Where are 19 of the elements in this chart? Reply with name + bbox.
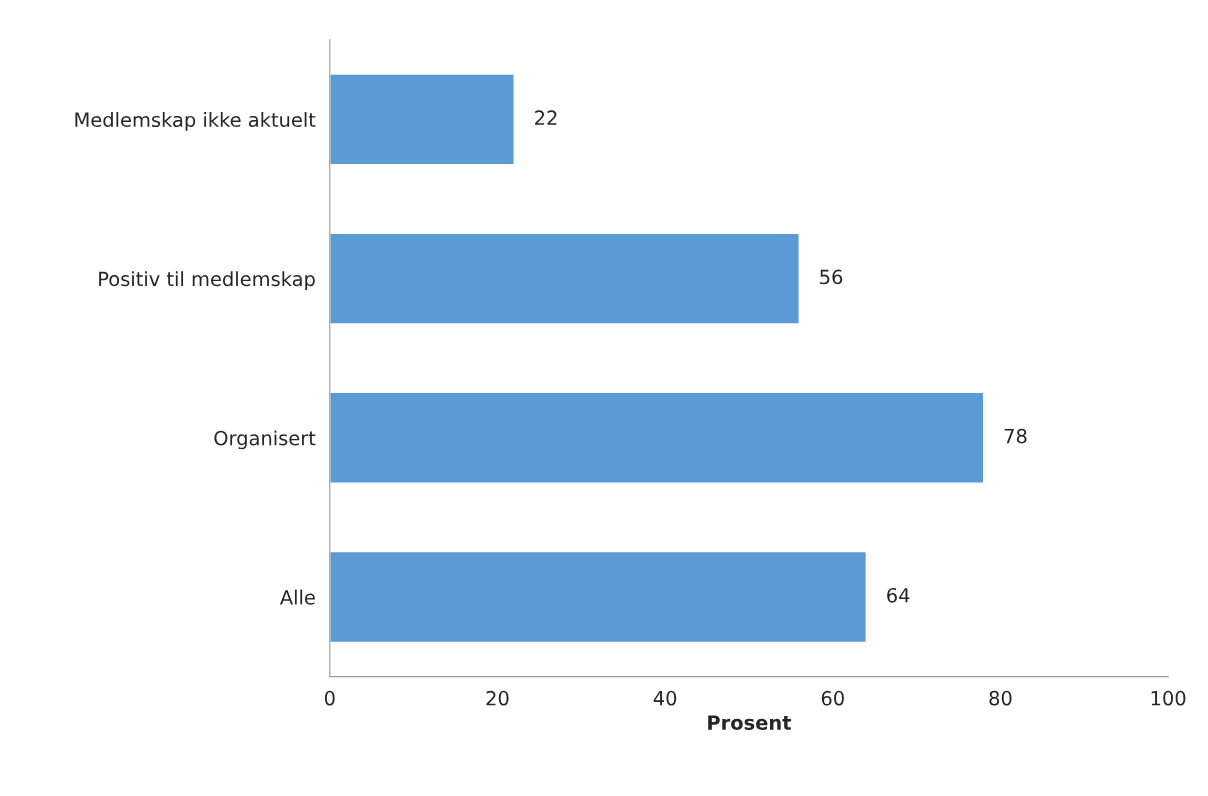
x-tick-label: 40	[653, 690, 677, 706]
x-tick-label: 60	[821, 690, 844, 706]
x-tick-label: 100	[1151, 690, 1186, 706]
data-label: 78	[1004, 428, 1027, 444]
bar	[329, 550, 868, 644]
data-label: 56	[820, 269, 843, 285]
data-label: 22	[535, 110, 557, 125]
y-tick-label: Alle	[279, 589, 315, 605]
bar	[329, 391, 985, 484]
bar	[329, 73, 515, 166]
x-tick-label: 20	[486, 690, 509, 706]
x-tick-label: 0	[324, 690, 335, 706]
y-tick-label: Medlemskap ikke aktuelt	[75, 112, 316, 131]
y-tick-label: Organisert	[214, 430, 316, 450]
data-label: 64	[887, 587, 910, 603]
x-axis-title: Prosent	[708, 715, 792, 730]
bar	[329, 232, 800, 325]
y-tick-label: Positiv til medlemskap	[99, 271, 315, 291]
x-tick-label: 80	[989, 690, 1012, 706]
